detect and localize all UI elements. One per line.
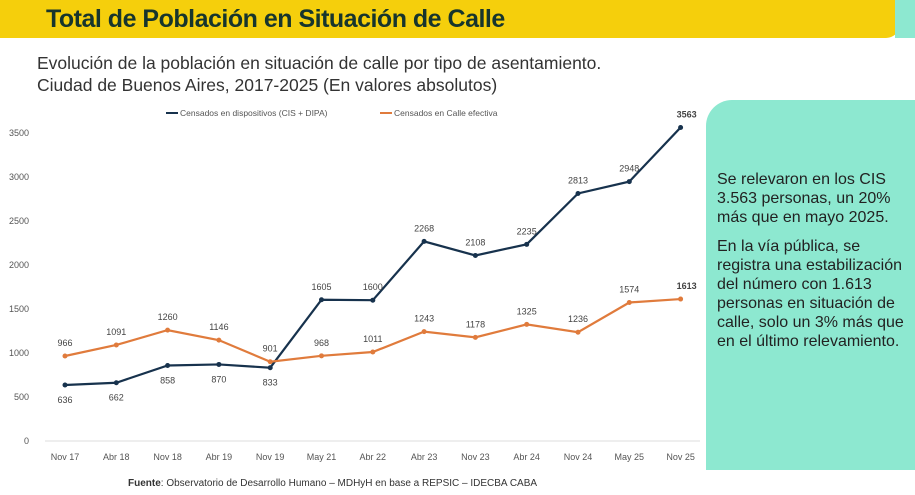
data-point [421, 329, 427, 335]
data-point [62, 382, 68, 388]
x-tick-label: Nov 17 [51, 452, 80, 462]
data-label: 2235 [517, 226, 537, 236]
data-point [678, 124, 684, 130]
decor-strip [895, 0, 915, 38]
data-label: 2948 [619, 164, 639, 174]
data-label: 1600 [363, 282, 383, 292]
source-label: Fuente [128, 478, 161, 489]
data-point [370, 349, 376, 355]
note-street: En la vía pública, se registra una estab… [717, 238, 904, 350]
y-tick-label: 3500 [9, 128, 29, 138]
data-point [216, 337, 222, 343]
y-tick-label: 2000 [9, 260, 29, 270]
data-point [678, 296, 684, 302]
data-label: 1091 [106, 327, 126, 337]
x-tick-label: Nov 25 [666, 452, 695, 462]
data-point [62, 353, 68, 359]
y-tick-label: 1000 [9, 348, 29, 358]
legend-label-1: Censados en Calle efectiva [394, 108, 498, 118]
data-point [472, 334, 478, 340]
data-label: 1243 [414, 314, 434, 324]
source-note: Fuente: Observatorio de Desarrollo Human… [128, 478, 537, 489]
data-point [113, 380, 119, 386]
x-tick-label: Nov 23 [461, 452, 490, 462]
data-point [319, 353, 324, 359]
chart-subtitle: Evolución de la población en situación d… [37, 52, 601, 96]
legend-label-0: Censados en dispositivos (CIS + DIPA) [180, 108, 328, 118]
subtitle-line-2: Ciudad de Buenos Aires, 2017-2025 (En va… [37, 75, 498, 95]
data-label: 2813 [568, 175, 588, 185]
data-label: 1325 [517, 306, 537, 316]
subtitle-line-1: Evolución de la población en situación d… [37, 53, 602, 73]
data-label: 636 [57, 395, 72, 405]
data-label: 870 [211, 374, 226, 384]
data-point [165, 327, 171, 333]
data-label: 662 [109, 393, 124, 403]
data-label: 901 [263, 344, 278, 354]
data-point [524, 241, 530, 247]
data-label: 1613 [677, 281, 697, 291]
data-label: 966 [57, 338, 72, 348]
data-point [319, 297, 324, 303]
x-tick-label: Abr 24 [513, 452, 540, 462]
note-cis: Se relevaron en los CIS 3.563 personas, … [717, 171, 891, 226]
data-point [472, 252, 478, 258]
x-tick-label: Abr 23 [411, 452, 438, 462]
data-label: 858 [160, 375, 175, 385]
data-point [267, 365, 273, 371]
x-tick-label: May 25 [615, 452, 645, 462]
page-title: Total de Población en Situación de Calle [46, 5, 505, 33]
data-label: 1178 [466, 319, 485, 329]
x-tick-label: Abr 22 [360, 452, 387, 462]
y-tick-label: 3000 [9, 172, 29, 182]
data-label: 833 [263, 378, 278, 388]
x-tick-label: Nov 18 [153, 452, 182, 462]
title-banner [0, 0, 900, 38]
y-tick-label: 500 [14, 392, 29, 402]
y-tick-label: 2500 [9, 216, 29, 226]
x-tick-label: Nov 24 [564, 452, 593, 462]
y-tick-label: 1500 [9, 304, 29, 314]
data-point [370, 297, 376, 303]
data-point [267, 359, 273, 365]
series-line-0 [64, 126, 682, 387]
x-tick-label: Nov 19 [256, 452, 285, 462]
x-tick-label: Abr 19 [206, 452, 233, 462]
data-label: 1574 [619, 284, 639, 294]
data-point [421, 238, 427, 244]
data-label: 1260 [158, 312, 178, 322]
x-tick-label: May 21 [307, 452, 337, 462]
data-point [216, 361, 222, 367]
data-label: 1011 [363, 334, 382, 344]
data-point [113, 342, 119, 348]
data-label: 3563 [677, 109, 697, 119]
x-tick-label: Abr 18 [103, 452, 130, 462]
data-label: 2108 [465, 237, 485, 247]
data-point [575, 190, 581, 196]
data-label: 1605 [311, 282, 331, 292]
data-point [575, 329, 581, 335]
data-label: 1236 [568, 314, 588, 324]
data-point [524, 321, 530, 327]
source-text: : Observatorio de Desarrollo Humano – MD… [160, 478, 538, 489]
data-label: 1146 [209, 322, 228, 332]
summary-note: Se relevaron en los CIS 3.563 personas, … [706, 100, 915, 470]
data-point [626, 299, 632, 305]
data-point [165, 362, 171, 368]
data-label: 2268 [414, 223, 434, 233]
data-label: 968 [314, 338, 329, 348]
data-point [626, 179, 632, 185]
y-tick-label: 0 [24, 436, 29, 446]
